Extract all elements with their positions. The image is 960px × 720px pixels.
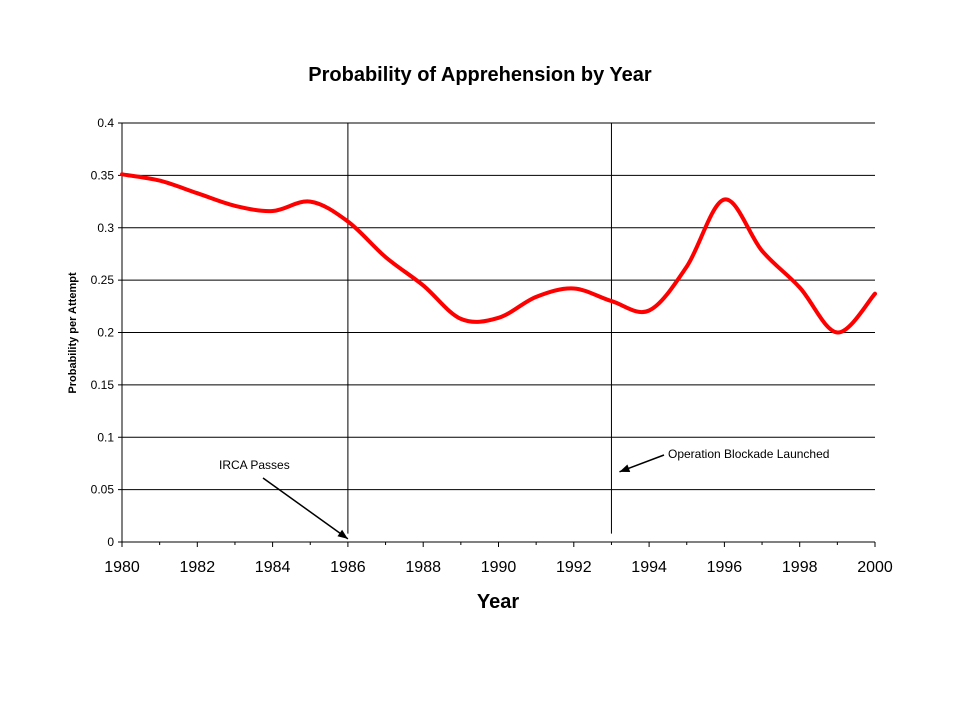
annotation-label: IRCA Passes bbox=[219, 458, 290, 472]
series-line bbox=[120, 172, 877, 335]
annotation-label: Operation Blockade Launched bbox=[668, 447, 829, 461]
y-tick-label: 0.05 bbox=[91, 483, 115, 497]
y-axis-title: Probability per Attempt bbox=[67, 272, 79, 394]
annotation-arrowhead bbox=[619, 464, 631, 473]
axes bbox=[121, 123, 875, 543]
y-tick-label: 0.15 bbox=[91, 378, 115, 392]
y-tick-label: 0.25 bbox=[91, 273, 115, 287]
annotations: IRCA Passes Operation Blockade Launched bbox=[219, 447, 829, 540]
x-tick-label: 1986 bbox=[330, 559, 366, 576]
annotation-arrow bbox=[262, 477, 349, 540]
gridlines bbox=[118, 122, 876, 547]
y-tick-labels: 0 0.05 0.1 0.15 0.2 0.25 0.3 0.35 0.4 bbox=[91, 116, 115, 549]
x-tick-label: 1996 bbox=[707, 559, 743, 576]
x-tick-labels: 1980 1982 1984 1986 1988 1990 1992 1994 1996 1998… bbox=[104, 559, 893, 576]
x-tick-label: 1990 bbox=[481, 559, 517, 576]
reference-lines bbox=[347, 123, 612, 534]
x-tick-label: 1980 bbox=[104, 559, 140, 576]
x-tick-label: 1984 bbox=[255, 559, 291, 576]
y-tick-label: 0.3 bbox=[97, 221, 114, 235]
x-tick-label: 1982 bbox=[180, 559, 216, 576]
y-tick-label: 0.4 bbox=[97, 116, 114, 130]
y-tick-label: 0.35 bbox=[91, 168, 115, 182]
x-tick-label: 1998 bbox=[782, 559, 818, 576]
x-tick-label: 1988 bbox=[405, 559, 441, 576]
x-tick-label: 1994 bbox=[631, 559, 667, 576]
x-tick-label: 2000 bbox=[857, 559, 893, 576]
y-tick-label: 0.1 bbox=[97, 430, 114, 444]
y-tick-label: 0.2 bbox=[97, 326, 114, 340]
y-tick-label: 0 bbox=[107, 535, 114, 549]
annotation-arrowhead bbox=[337, 529, 348, 539]
chart-title: Probability of Apprehension by Year bbox=[308, 64, 652, 86]
x-tick-label: 1992 bbox=[556, 559, 592, 576]
x-axis-title: Year bbox=[477, 591, 519, 613]
